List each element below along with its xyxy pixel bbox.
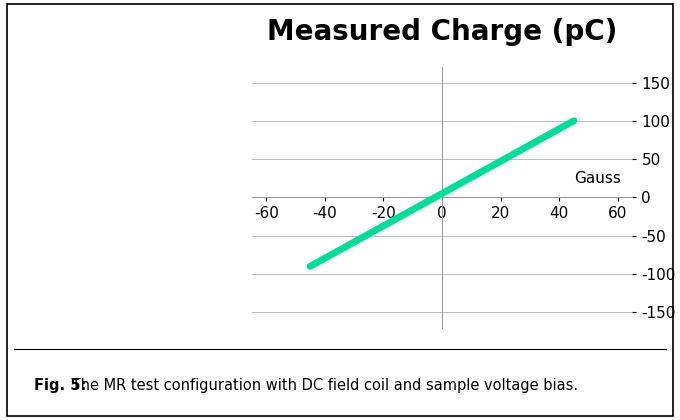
Title: Measured Charge (pC): Measured Charge (pC) bbox=[267, 18, 617, 46]
Text: Fig. 5:: Fig. 5: bbox=[34, 378, 86, 393]
Text: The MR test configuration with DC field coil and sample voltage bias.: The MR test configuration with DC field … bbox=[67, 378, 578, 393]
Text: Gauss: Gauss bbox=[574, 171, 621, 186]
